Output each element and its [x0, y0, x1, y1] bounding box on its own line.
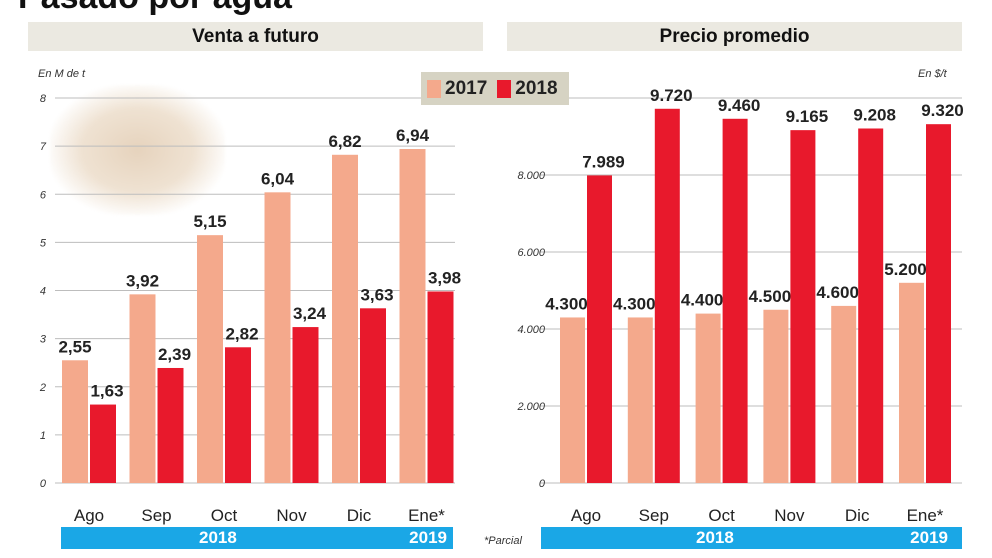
bar-2018 — [225, 347, 251, 483]
y-tick-label: 2 — [39, 382, 46, 394]
data-label: 6,82 — [328, 132, 361, 151]
bar-2017 — [62, 360, 88, 483]
bar-2018 — [790, 130, 816, 483]
data-label: 4.600 — [816, 283, 859, 302]
unit-label-right: En $/t — [918, 68, 947, 80]
x-tick-label: Dic — [845, 506, 870, 525]
x-tick-label: Ago — [571, 506, 601, 525]
bar-2017 — [831, 305, 857, 483]
bar-2018 — [427, 291, 454, 483]
x-tick-label: Ene* — [408, 506, 445, 525]
x-tick-label: Sep — [639, 506, 669, 525]
chart-title-venta: Venta a futuro — [28, 22, 483, 51]
soybean-photo — [50, 85, 225, 215]
y-tick-label: 8.000 — [517, 170, 545, 182]
y-tick-label: 8 — [40, 93, 47, 105]
bar-2018 — [722, 118, 748, 483]
data-label: 9.720 — [650, 86, 693, 105]
y-tick-label: 6 — [40, 189, 47, 201]
y-tick-label: 6.000 — [517, 247, 545, 259]
bar-2017 — [197, 235, 223, 483]
data-label: 4.300 — [545, 294, 588, 313]
page-title: Pasado por agua — [18, 0, 292, 17]
data-label: 3,63 — [360, 285, 393, 304]
y-tick-label: 0 — [539, 478, 546, 490]
x-tick-label: Ago — [74, 506, 104, 525]
bar-2018 — [90, 404, 116, 483]
bar-2017 — [695, 313, 721, 483]
year-band-left: 2018 2019 — [61, 527, 453, 549]
y-tick-label: 5 — [40, 237, 47, 249]
data-label: 2,39 — [158, 345, 191, 364]
bar-2017 — [399, 149, 426, 483]
unit-label-left: En M de t — [38, 68, 86, 80]
data-label: 7.989 — [582, 152, 625, 171]
x-tick-label: Nov — [774, 506, 805, 525]
data-label: 9.208 — [853, 105, 896, 124]
bar-2017 — [264, 192, 291, 483]
bar-2018 — [587, 175, 612, 483]
y-tick-label: 4 — [40, 286, 46, 298]
data-label: 4.300 — [613, 294, 656, 313]
bar-2017 — [899, 282, 924, 483]
bar-2018 — [360, 308, 386, 483]
data-label: 3,92 — [126, 271, 159, 290]
year-2019: 2019 — [409, 528, 447, 547]
bar-2017 — [763, 309, 789, 483]
data-label: 5.200 — [884, 260, 927, 279]
y-tick-label: 1 — [40, 430, 46, 442]
data-label: 5,15 — [193, 212, 226, 231]
bar-2017 — [332, 154, 358, 483]
bar-2018 — [858, 128, 884, 483]
data-label: 1,63 — [90, 382, 123, 401]
x-tick-label: Oct — [708, 506, 735, 525]
bar-2018 — [157, 367, 184, 483]
x-tick-label: Ene* — [907, 506, 944, 525]
footnote: *Parcial — [484, 535, 522, 547]
data-label: 4.500 — [749, 287, 792, 306]
bar-2017 — [560, 317, 585, 483]
bar-2017 — [129, 294, 156, 483]
data-label: 6,94 — [396, 126, 430, 145]
year-2019: 2019 — [910, 528, 948, 547]
bar-2018 — [292, 327, 319, 483]
data-label: 9.460 — [718, 96, 761, 115]
legend-label-2017: 2017 — [445, 77, 488, 99]
data-label: 2,82 — [225, 324, 258, 343]
legend-swatch-2018 — [497, 79, 512, 98]
y-tick-label: 3 — [40, 334, 47, 346]
x-tick-label: Sep — [141, 506, 171, 525]
data-label: 9.165 — [786, 107, 829, 126]
year-2018: 2018 — [696, 528, 734, 547]
data-label: 4.400 — [681, 291, 724, 310]
bar-2017 — [627, 317, 653, 483]
data-label: 6,04 — [261, 169, 295, 188]
y-tick-label: 2.000 — [516, 401, 545, 413]
y-tick-label: 0 — [40, 478, 47, 490]
chart-title-precio: Precio promedio — [507, 22, 962, 51]
bar-2018 — [654, 108, 680, 483]
y-tick-label: 7 — [40, 141, 47, 153]
year-2018: 2018 — [199, 528, 237, 547]
data-label: 9.320 — [921, 101, 964, 120]
x-tick-label: Oct — [211, 506, 238, 525]
x-tick-label: Nov — [276, 506, 307, 525]
y-tick-label: 4.000 — [517, 324, 545, 336]
data-label: 3,98 — [428, 268, 461, 287]
data-label: 2,55 — [58, 337, 91, 356]
year-band-right: 2018 2019 — [541, 527, 962, 549]
legend: 2017 2018 — [421, 72, 569, 105]
bar-2018 — [926, 124, 951, 484]
legend-swatch-2017 — [427, 79, 441, 98]
x-tick-label: Dic — [347, 506, 372, 525]
legend-label-2018: 2018 — [515, 77, 558, 99]
data-label: 3,24 — [293, 304, 327, 323]
